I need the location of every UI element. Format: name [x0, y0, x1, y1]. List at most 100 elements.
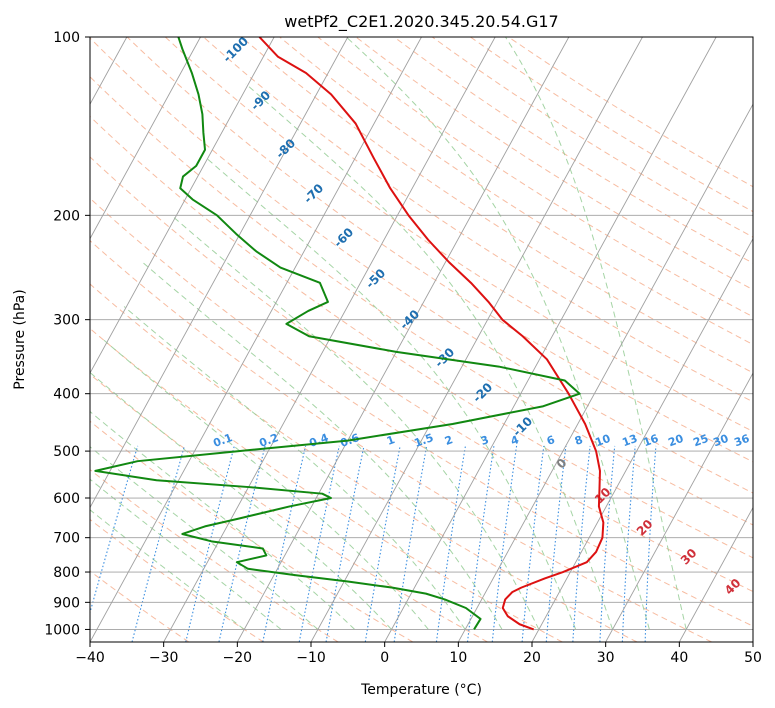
x-axis: −40 −30 −20 −10 0 10 20 30 40 50	[75, 642, 762, 666]
mixing-ratio-line	[545, 445, 567, 642]
dry-adiabat-label: 10	[592, 485, 614, 507]
x-tick-label: −20	[223, 650, 253, 666]
mixing-ratio-lines	[90, 445, 657, 642]
mixing-ratio-label: 30	[711, 432, 730, 450]
moist-adiabat-line	[90, 478, 282, 630]
dry-adiabats	[90, 37, 753, 642]
dry-adiabat-line	[90, 468, 339, 642]
dry-adiabat-line	[90, 420, 414, 642]
dry-adiabat-line	[164, 37, 753, 433]
x-axis-label: Temperature (°C)	[360, 682, 482, 698]
dry-adiabat-line	[90, 197, 753, 627]
isotherm-line	[310, 37, 643, 642]
dry-adiabat-line	[90, 327, 563, 642]
adiabat-labels: -100-90-80-70-60-50-40-30-20-10010203040…	[211, 34, 751, 598]
dry-adiabat-label: -90	[248, 88, 273, 113]
y-axis-label: Pressure (hPa)	[12, 289, 28, 389]
moist-adiabats	[90, 37, 687, 630]
mixing-ratio-line	[185, 445, 235, 642]
dry-adiabat-label: 30	[678, 546, 700, 568]
mixing-ratio-line	[435, 445, 466, 642]
dry-adiabat-line	[90, 156, 753, 593]
isotherm-line	[384, 37, 717, 642]
plot-area: -100-90-80-70-60-50-40-30-20-10010203040…	[90, 34, 753, 642]
mixing-ratio-line	[521, 445, 545, 642]
mixing-ratio-label: 10	[593, 432, 612, 450]
mixing-ratio-line	[364, 445, 401, 642]
dry-adiabat-line	[90, 37, 753, 494]
isotherm-line	[90, 37, 349, 509]
y-axis: 100 200 300 400 500 600 700 800 900 1000	[44, 30, 90, 638]
y-tick-label: 500	[53, 444, 80, 460]
moist-adiabat-line	[90, 446, 319, 630]
mixing-ratio-line	[491, 445, 518, 642]
y-tick-label: 100	[53, 30, 80, 46]
dry-adiabat-label: -80	[273, 136, 298, 161]
dry-adiabat-label: 0	[554, 456, 570, 472]
isotherm-line	[605, 372, 753, 642]
mixing-ratio-line	[393, 445, 428, 642]
mixing-ratio-label: 2	[443, 433, 455, 448]
mixing-ratio-label: 13	[620, 432, 639, 449]
x-tick-label: 50	[744, 650, 762, 666]
y-tick-label: 200	[53, 208, 80, 224]
isotherm-line	[457, 103, 753, 642]
moist-adiabat-line	[171, 214, 540, 630]
isotherm-line	[90, 37, 275, 375]
y-tick-label: 700	[53, 531, 80, 547]
moist-adiabat-line	[103, 339, 429, 630]
y-tick-label: 400	[53, 387, 80, 403]
y-tick-label: 300	[53, 313, 80, 329]
moist-adiabat-line	[345, 37, 650, 630]
mixing-ratio-line	[298, 445, 340, 642]
moist-adiabat-line	[245, 83, 614, 630]
x-tick-label: −30	[149, 650, 179, 666]
sounding-series	[94, 37, 605, 631]
y-tick-label: 600	[53, 491, 80, 507]
isotherm-line	[236, 37, 570, 642]
dry-adiabat-line	[90, 239, 712, 642]
moist-adiabat-line	[90, 509, 245, 630]
isotherm-line	[90, 37, 422, 642]
moist-adiabat-line	[90, 371, 392, 630]
x-tick-label: 30	[597, 650, 615, 666]
mixing-ratio-label: 25	[691, 432, 710, 449]
y-tick-label: 1000	[44, 622, 80, 638]
dry-adiabat-label: -70	[301, 181, 326, 206]
dry-adiabat-label: -60	[331, 225, 356, 250]
dry-adiabat-line	[90, 283, 638, 642]
dry-adiabat-label: -100	[220, 34, 251, 65]
mixing-ratio-line	[131, 445, 185, 642]
dewpoint-profile-line	[94, 37, 581, 630]
dry-adiabat-line	[90, 115, 753, 559]
mixing-ratio-line	[466, 445, 495, 642]
mixing-ratio-label: 0.1	[211, 431, 234, 450]
mixing-ratio-label: 6	[545, 433, 557, 448]
mixing-ratio-label: 0.4	[307, 431, 330, 450]
x-tick-label: 20	[523, 650, 541, 666]
dry-adiabat-line	[90, 570, 190, 642]
isotherm-line	[678, 506, 753, 642]
mixing-ratio-line	[621, 445, 636, 642]
chart-title: wetPf2_C2E1.2020.345.20.54.G17	[284, 12, 558, 32]
mixing-ratio-line	[325, 445, 365, 642]
dry-adiabat-line	[90, 76, 753, 526]
isotherms	[90, 37, 753, 642]
mixing-ratio-line	[90, 445, 139, 615]
moist-adiabat-line	[90, 410, 356, 630]
isobar-gridlines	[90, 37, 753, 630]
mixing-ratio-label: 1	[385, 433, 397, 448]
mixing-ratio-label: 36	[732, 432, 751, 450]
dry-adiabat-line	[90, 373, 488, 642]
mixing-ratio-label: 16	[641, 432, 660, 450]
y-tick-label: 900	[53, 595, 80, 611]
dry-adiabat-line	[355, 37, 753, 291]
mixing-ratio-label: 4	[509, 433, 521, 448]
mixing-ratio-label: 20	[666, 432, 685, 450]
isotherm-line	[752, 641, 753, 642]
mixing-ratio-label: 1.5	[412, 431, 435, 450]
mixing-ratio-label: 8	[573, 433, 585, 448]
isotherm-line	[90, 37, 201, 240]
x-tick-label: 0	[380, 650, 389, 666]
